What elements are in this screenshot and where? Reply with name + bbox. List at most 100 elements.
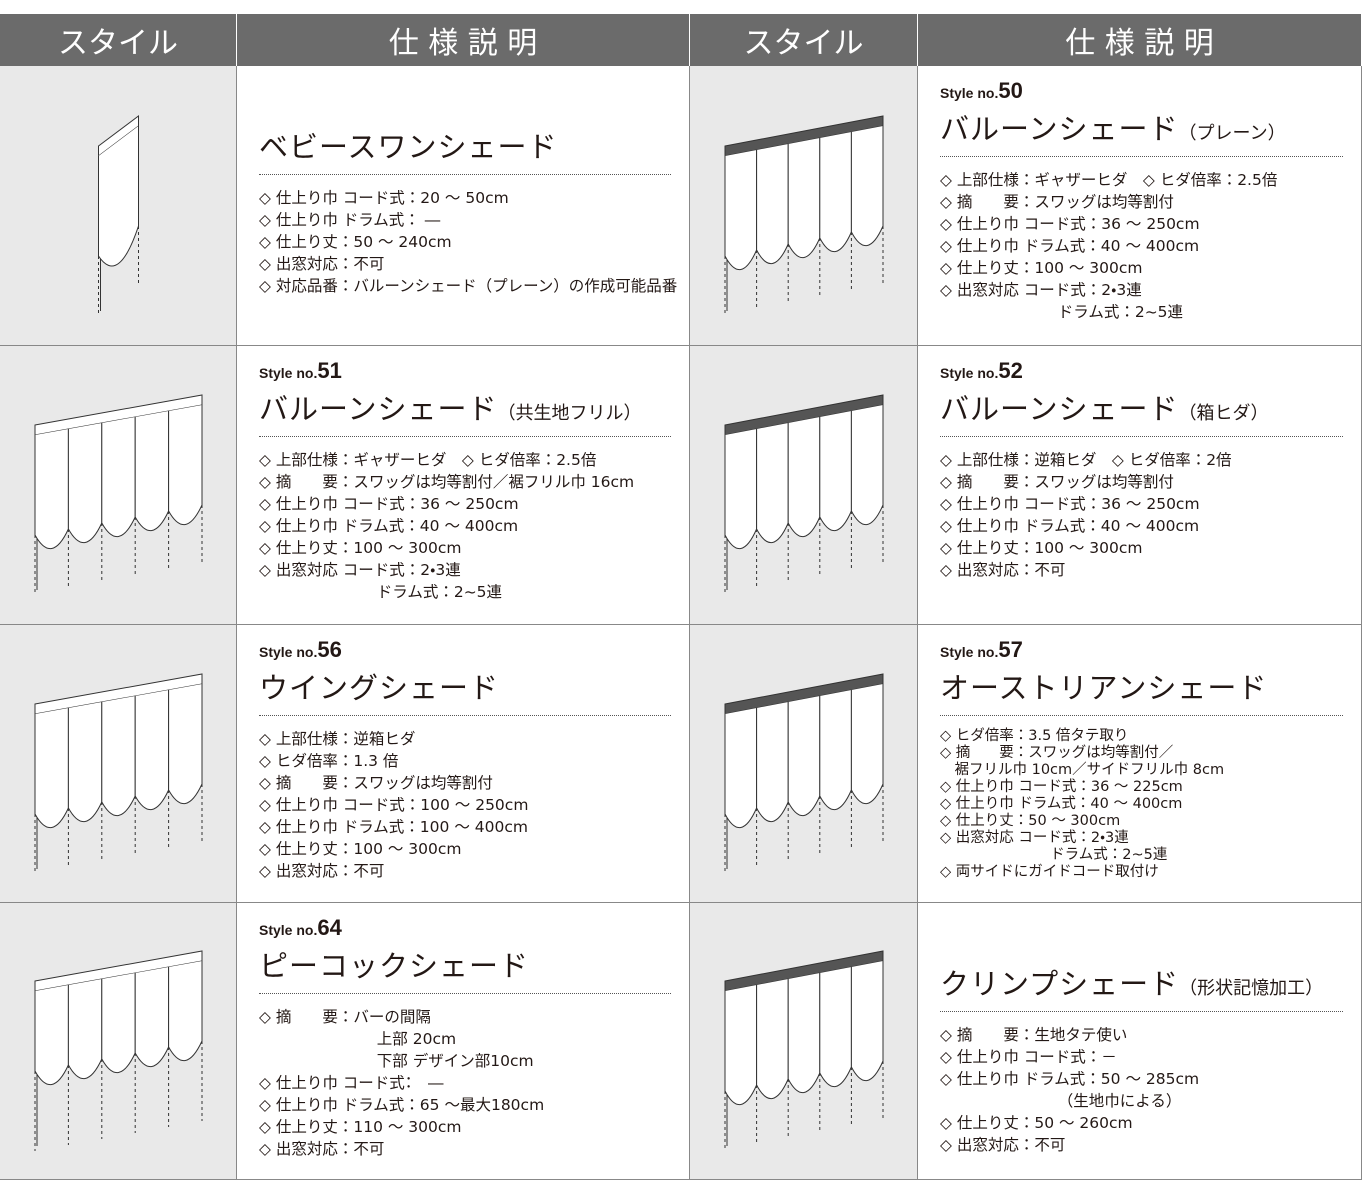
spec-line: ◇ 仕上り巾 ドラム式：40 ～ 400cm bbox=[940, 237, 1200, 255]
illustration-part bbox=[724, 394, 883, 595]
shade-illustration bbox=[724, 672, 883, 874]
spec-line: ◇ 仕上り巾 ドラム式：40 ～ 400cm bbox=[940, 796, 1183, 812]
illustration-part bbox=[34, 672, 202, 874]
style-image bbox=[0, 66, 237, 346]
style-image bbox=[0, 346, 237, 625]
style-table: スタイル仕 様 説 明スタイル仕 様 説 明ベビースワンシェード ◇ 仕上り巾 コ… bbox=[0, 14, 1362, 1180]
style-label: Style no. bbox=[259, 644, 318, 660]
spec-line: ◇ 摘 要：スワッグは均等割付 bbox=[940, 193, 1174, 211]
spec-line: ◇ 仕上り丈：100 ～ 300cm bbox=[259, 539, 462, 557]
shade-illustration bbox=[34, 950, 202, 1151]
style-description: Style no.57 オーストリアンシェード ◇ ヒダ倍率：3.5 倍タテ取り ◇ … bbox=[918, 625, 1362, 903]
illustration-part bbox=[34, 985, 69, 1085]
style-number: Style no.52 bbox=[940, 358, 1361, 384]
column-header: 仕 様 説 明 bbox=[237, 14, 690, 66]
illustration-part bbox=[97, 114, 139, 316]
illustration-part bbox=[724, 672, 883, 874]
illustration-part bbox=[818, 411, 852, 531]
shade-illustration bbox=[724, 114, 883, 316]
illustration-part bbox=[67, 701, 102, 822]
spec-line: ◇ 仕上り巾 コード式： ― bbox=[259, 1074, 444, 1092]
style-label: Style no. bbox=[940, 644, 999, 660]
spec-line: ◇ 摘 要：バーの間隔 bbox=[259, 1008, 431, 1026]
style-number: Style no.51 bbox=[259, 358, 689, 384]
spec-line: ◇ 摘 要：生地タテ使い bbox=[940, 1026, 1128, 1044]
style-name: オーストリアンシェード bbox=[940, 665, 1343, 716]
style-number: Style no.56 bbox=[259, 637, 689, 663]
style-description: Style no.52 バルーンシェード（箱ヒダ） ◇ 上部仕様：逆箱ヒダ ◇ ヒダ… bbox=[918, 346, 1362, 625]
spec-line: ◇ 仕上り巾 コード式：36 ～ 250cm bbox=[940, 215, 1200, 233]
illustration-part bbox=[724, 985, 757, 1105]
shade-illustration bbox=[724, 394, 883, 595]
style-image bbox=[690, 625, 918, 903]
illustration-part bbox=[755, 701, 789, 822]
illustration-part bbox=[724, 950, 883, 1151]
style-label: Style no. bbox=[940, 85, 999, 101]
name: バルーンシェード bbox=[259, 392, 498, 426]
illustration-part bbox=[818, 967, 852, 1087]
illustration-part bbox=[167, 683, 202, 804]
style-description: Style no.50 バルーンシェード（プレーン） ◇ 上部仕様：ギャザーヒダ ◇… bbox=[918, 66, 1362, 346]
illustration-part bbox=[724, 114, 883, 316]
spec-line: ◇ 仕上り巾 コード式：100 ～ 250cm bbox=[259, 796, 529, 814]
illustration-part bbox=[755, 143, 789, 264]
spec-line: ドラム式：2~5連 bbox=[376, 583, 503, 601]
style-no: 50 bbox=[998, 78, 1023, 103]
style-name: ベビースワンシェード bbox=[259, 124, 671, 175]
illustration-part bbox=[67, 979, 102, 1079]
style-name: クリンプシェード（形状記憶加工） bbox=[940, 961, 1343, 1012]
spec-line: ◇ ヒダ倍率：1.3 倍 bbox=[259, 752, 399, 770]
illustration-part bbox=[724, 707, 757, 828]
shade-illustration bbox=[34, 672, 202, 874]
spec-line: ◇ 対応品番：バルーンシェード（プレーン）の作成可能品番 bbox=[259, 277, 678, 295]
spec-line: ◇ 出窓対応：不可 bbox=[259, 862, 385, 880]
style-description: ベビースワンシェード ◇ 仕上り巾 コード式：20 ～ 50cm ◇ 仕上り巾 ドラ… bbox=[237, 66, 690, 346]
spec-line: ◇ 摘 要：スワッグは均等割付 bbox=[940, 473, 1174, 491]
spec-line: 裾フリル巾 10cm／サイドフリル巾 8cm bbox=[954, 762, 1225, 778]
spec-line: （生地巾による） bbox=[1057, 1092, 1182, 1110]
style-name: ピーコックシェード bbox=[259, 943, 671, 994]
spec-line: ◇ 上部仕様：ギャザーヒダ ◇ ヒダ倍率：2.5倍 bbox=[259, 451, 597, 469]
spec-line: ◇ 仕上り巾 ドラム式：40 ～ 400cm bbox=[940, 517, 1200, 535]
spec-line: ◇ 仕上り巾 コード式：20 ～ 50cm bbox=[259, 189, 509, 207]
name: オーストリアンシェード bbox=[940, 671, 1268, 705]
spec-line: ◇ 仕上り巾 ドラム式：65 ～最大180cm bbox=[259, 1096, 545, 1114]
style-name: バルーンシェード（箱ヒダ） bbox=[940, 386, 1343, 437]
style-image bbox=[0, 903, 237, 1180]
illustration-part bbox=[755, 979, 789, 1099]
style-name: バルーンシェード（共生地フリル） bbox=[259, 386, 671, 437]
spec-line: ◇ 上部仕様：逆箱ヒダ ◇ ヒダ倍率：2倍 bbox=[940, 451, 1232, 469]
column-header: 仕 様 説 明 bbox=[918, 14, 1362, 66]
style-number: Style no.50 bbox=[940, 78, 1361, 104]
column-header: スタイル bbox=[0, 14, 237, 66]
spec-line: ◇ 仕上り巾 ドラム式：50 ～ 285cm bbox=[940, 1070, 1200, 1088]
illustration-part bbox=[724, 149, 757, 270]
illustration-part bbox=[34, 707, 69, 828]
name: バルーンシェード bbox=[940, 392, 1179, 426]
spec-line: ◇ 出窓対応 コード式：2・3連 bbox=[259, 561, 461, 579]
style-image bbox=[0, 625, 237, 903]
name-suffix: （プレーン） bbox=[1178, 123, 1286, 144]
spec-line: 下部 デザイン部10cm bbox=[376, 1052, 534, 1070]
style-no: 56 bbox=[317, 637, 342, 662]
style-description: Style no.64 ピーコックシェード ◇ 摘 要：バーの間隔 上部 20cm 下部… bbox=[237, 903, 690, 1180]
spec-line: ◇ 仕上り巾 ドラム式： ― bbox=[259, 211, 441, 229]
illustration-part bbox=[755, 423, 789, 543]
illustration-part bbox=[167, 961, 202, 1061]
name: ウイングシェード bbox=[259, 671, 500, 705]
style-no: 64 bbox=[317, 915, 342, 940]
illustration-part bbox=[850, 683, 883, 804]
spec-line: ◇ 上部仕様：ギャザーヒダ ◇ ヒダ倍率：2.5倍 bbox=[940, 171, 1278, 189]
name: バルーンシェード bbox=[940, 112, 1179, 146]
name: ピーコックシェード bbox=[259, 949, 530, 983]
spec-line: ◇ 出窓対応：不可 bbox=[259, 1140, 385, 1158]
illustration-part bbox=[787, 695, 820, 816]
style-label: Style no. bbox=[259, 922, 318, 938]
spec-line: ◇ ヒダ倍率：3.5 倍タテ取り bbox=[940, 728, 1129, 744]
illustration-part bbox=[787, 417, 820, 537]
style-no: 51 bbox=[317, 358, 342, 383]
spec-line: ◇ 出窓対応 コード式：2・3連 bbox=[940, 830, 1129, 846]
name-suffix: （箱ヒダ） bbox=[1178, 403, 1269, 424]
spec-line: ◇ 出窓対応：不可 bbox=[940, 561, 1066, 579]
